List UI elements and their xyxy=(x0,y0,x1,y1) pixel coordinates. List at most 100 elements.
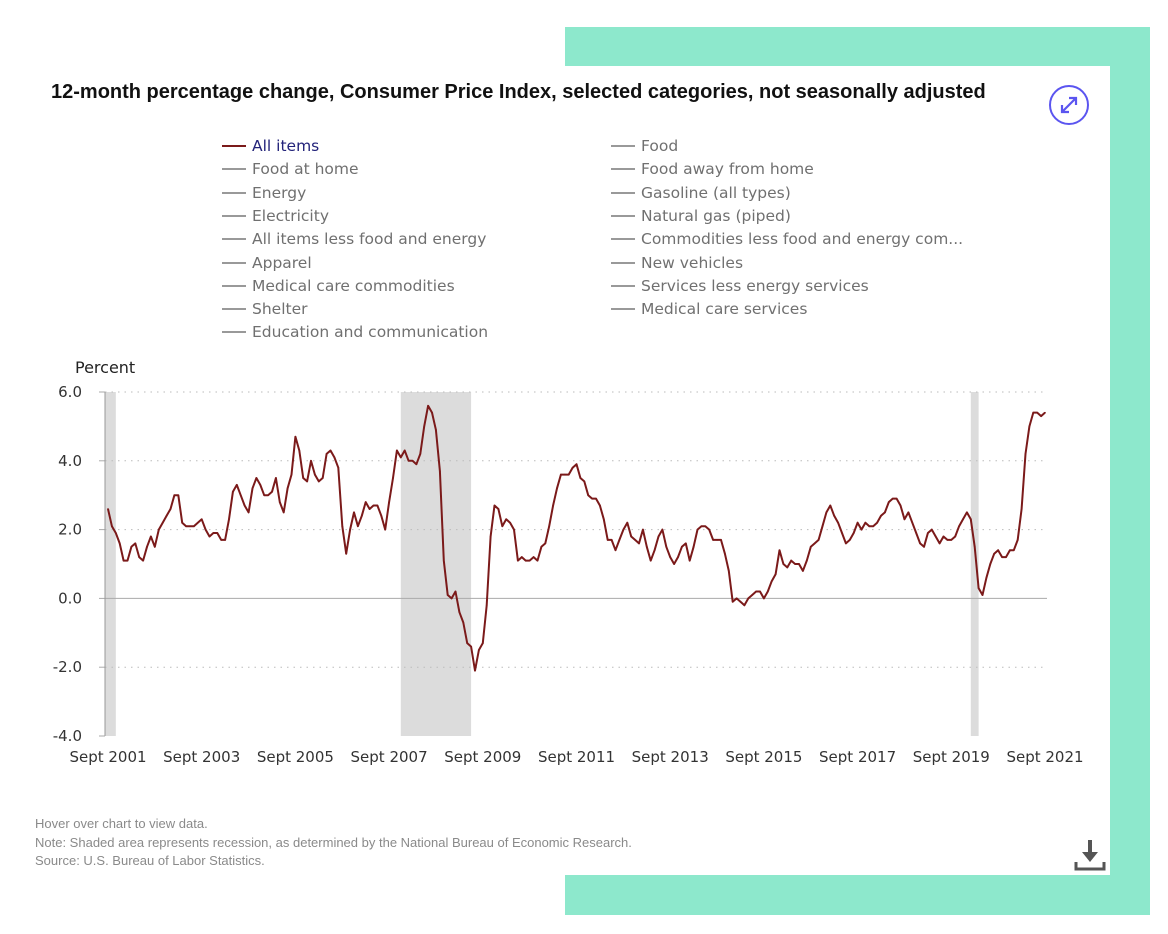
cpi-line-chart[interactable]: 6.0 4.0 2.0 0.0 -2.0 -4.0 Percent Sept 2001 Sept… xyxy=(0,340,1110,780)
data-point xyxy=(286,487,289,490)
data-point xyxy=(927,532,929,534)
data-point xyxy=(692,546,695,548)
data-point xyxy=(427,404,429,407)
data-point xyxy=(442,559,445,562)
data-point xyxy=(306,480,308,483)
data-point xyxy=(138,556,141,558)
x-tick-label: Sept 2005 xyxy=(257,748,334,766)
data-point xyxy=(884,511,886,514)
data-point xyxy=(954,535,957,538)
data-point xyxy=(852,532,855,534)
data-point xyxy=(1032,411,1035,414)
data-point xyxy=(642,528,644,531)
data-point xyxy=(169,508,172,510)
data-point xyxy=(454,590,457,593)
data-point xyxy=(267,494,269,496)
x-tick-label: Sept 2007 xyxy=(351,748,428,766)
data-point xyxy=(966,511,968,514)
x-tick-label: Sept 2021 xyxy=(1006,748,1083,766)
data-point xyxy=(150,535,152,538)
data-point xyxy=(731,601,734,603)
data-point xyxy=(895,497,898,500)
data-point xyxy=(806,559,808,562)
data-point xyxy=(1009,549,1011,552)
data-point xyxy=(696,528,699,531)
data-point xyxy=(173,494,176,496)
legend-label: Commodities less food and energy com... xyxy=(641,230,964,249)
y-tick-label: 0.0 xyxy=(58,589,82,607)
legend-line-swatch xyxy=(222,214,246,217)
data-point xyxy=(630,535,632,538)
data-point xyxy=(1024,453,1027,455)
data-point xyxy=(880,515,882,517)
data-point xyxy=(208,535,211,538)
data-point xyxy=(392,477,394,479)
data-point xyxy=(704,525,707,527)
data-point xyxy=(446,594,449,596)
data-point xyxy=(275,477,277,479)
data-point xyxy=(1005,556,1007,558)
data-point xyxy=(798,563,800,565)
download-button[interactable] xyxy=(1073,838,1107,872)
data-point xyxy=(790,559,793,562)
data-point xyxy=(259,484,262,486)
legend-line-swatch xyxy=(222,145,246,147)
legend-label: All items less food and energy xyxy=(252,230,487,249)
data-point xyxy=(833,515,835,517)
data-point xyxy=(845,542,847,545)
data-point xyxy=(673,563,675,565)
legend-label: Energy xyxy=(252,183,307,202)
data-point xyxy=(302,477,305,479)
x-tick-label: Sept 2003 xyxy=(163,748,240,766)
data-point xyxy=(552,504,554,507)
data-point xyxy=(911,521,914,524)
data-point xyxy=(657,535,660,538)
data-point xyxy=(782,563,785,565)
data-point xyxy=(239,494,242,496)
data-point xyxy=(626,521,629,524)
data-point xyxy=(489,535,492,538)
data-point xyxy=(942,535,945,538)
data-point xyxy=(606,539,609,541)
data-point xyxy=(329,449,332,452)
y-tick-label: -4.0 xyxy=(53,727,82,745)
data-point xyxy=(501,525,504,527)
data-point xyxy=(977,587,980,589)
data-point xyxy=(450,597,453,600)
data-point xyxy=(1020,508,1023,510)
data-point xyxy=(786,566,789,569)
data-point xyxy=(774,573,777,576)
data-point xyxy=(470,645,472,648)
data-point xyxy=(899,504,902,507)
data-point xyxy=(817,539,820,541)
legend-label: Food away from home xyxy=(641,160,814,179)
data-point xyxy=(357,525,359,527)
data-point xyxy=(958,525,960,527)
legend-label: Electricity xyxy=(252,206,329,225)
legend-line-swatch xyxy=(222,284,246,287)
data-point xyxy=(618,539,621,541)
data-point xyxy=(224,539,226,541)
data-point xyxy=(575,463,578,466)
data-point xyxy=(603,518,605,521)
data-point xyxy=(563,473,566,476)
data-point xyxy=(521,556,523,558)
data-point xyxy=(349,528,351,531)
data-point xyxy=(193,525,195,527)
data-point xyxy=(380,515,383,517)
data-point xyxy=(118,542,121,545)
data-point xyxy=(634,539,636,541)
data-point xyxy=(985,576,988,579)
data-point xyxy=(524,559,527,562)
data-point xyxy=(204,528,207,531)
data-point xyxy=(415,463,418,466)
data-point xyxy=(185,525,187,527)
data-point xyxy=(735,597,738,600)
legend-label: Natural gas (piped) xyxy=(641,206,791,225)
data-point xyxy=(677,556,679,558)
data-point xyxy=(739,601,742,603)
expand-button[interactable] xyxy=(1049,85,1089,125)
data-point xyxy=(860,528,863,531)
data-point xyxy=(950,539,953,541)
data-point xyxy=(938,542,941,545)
